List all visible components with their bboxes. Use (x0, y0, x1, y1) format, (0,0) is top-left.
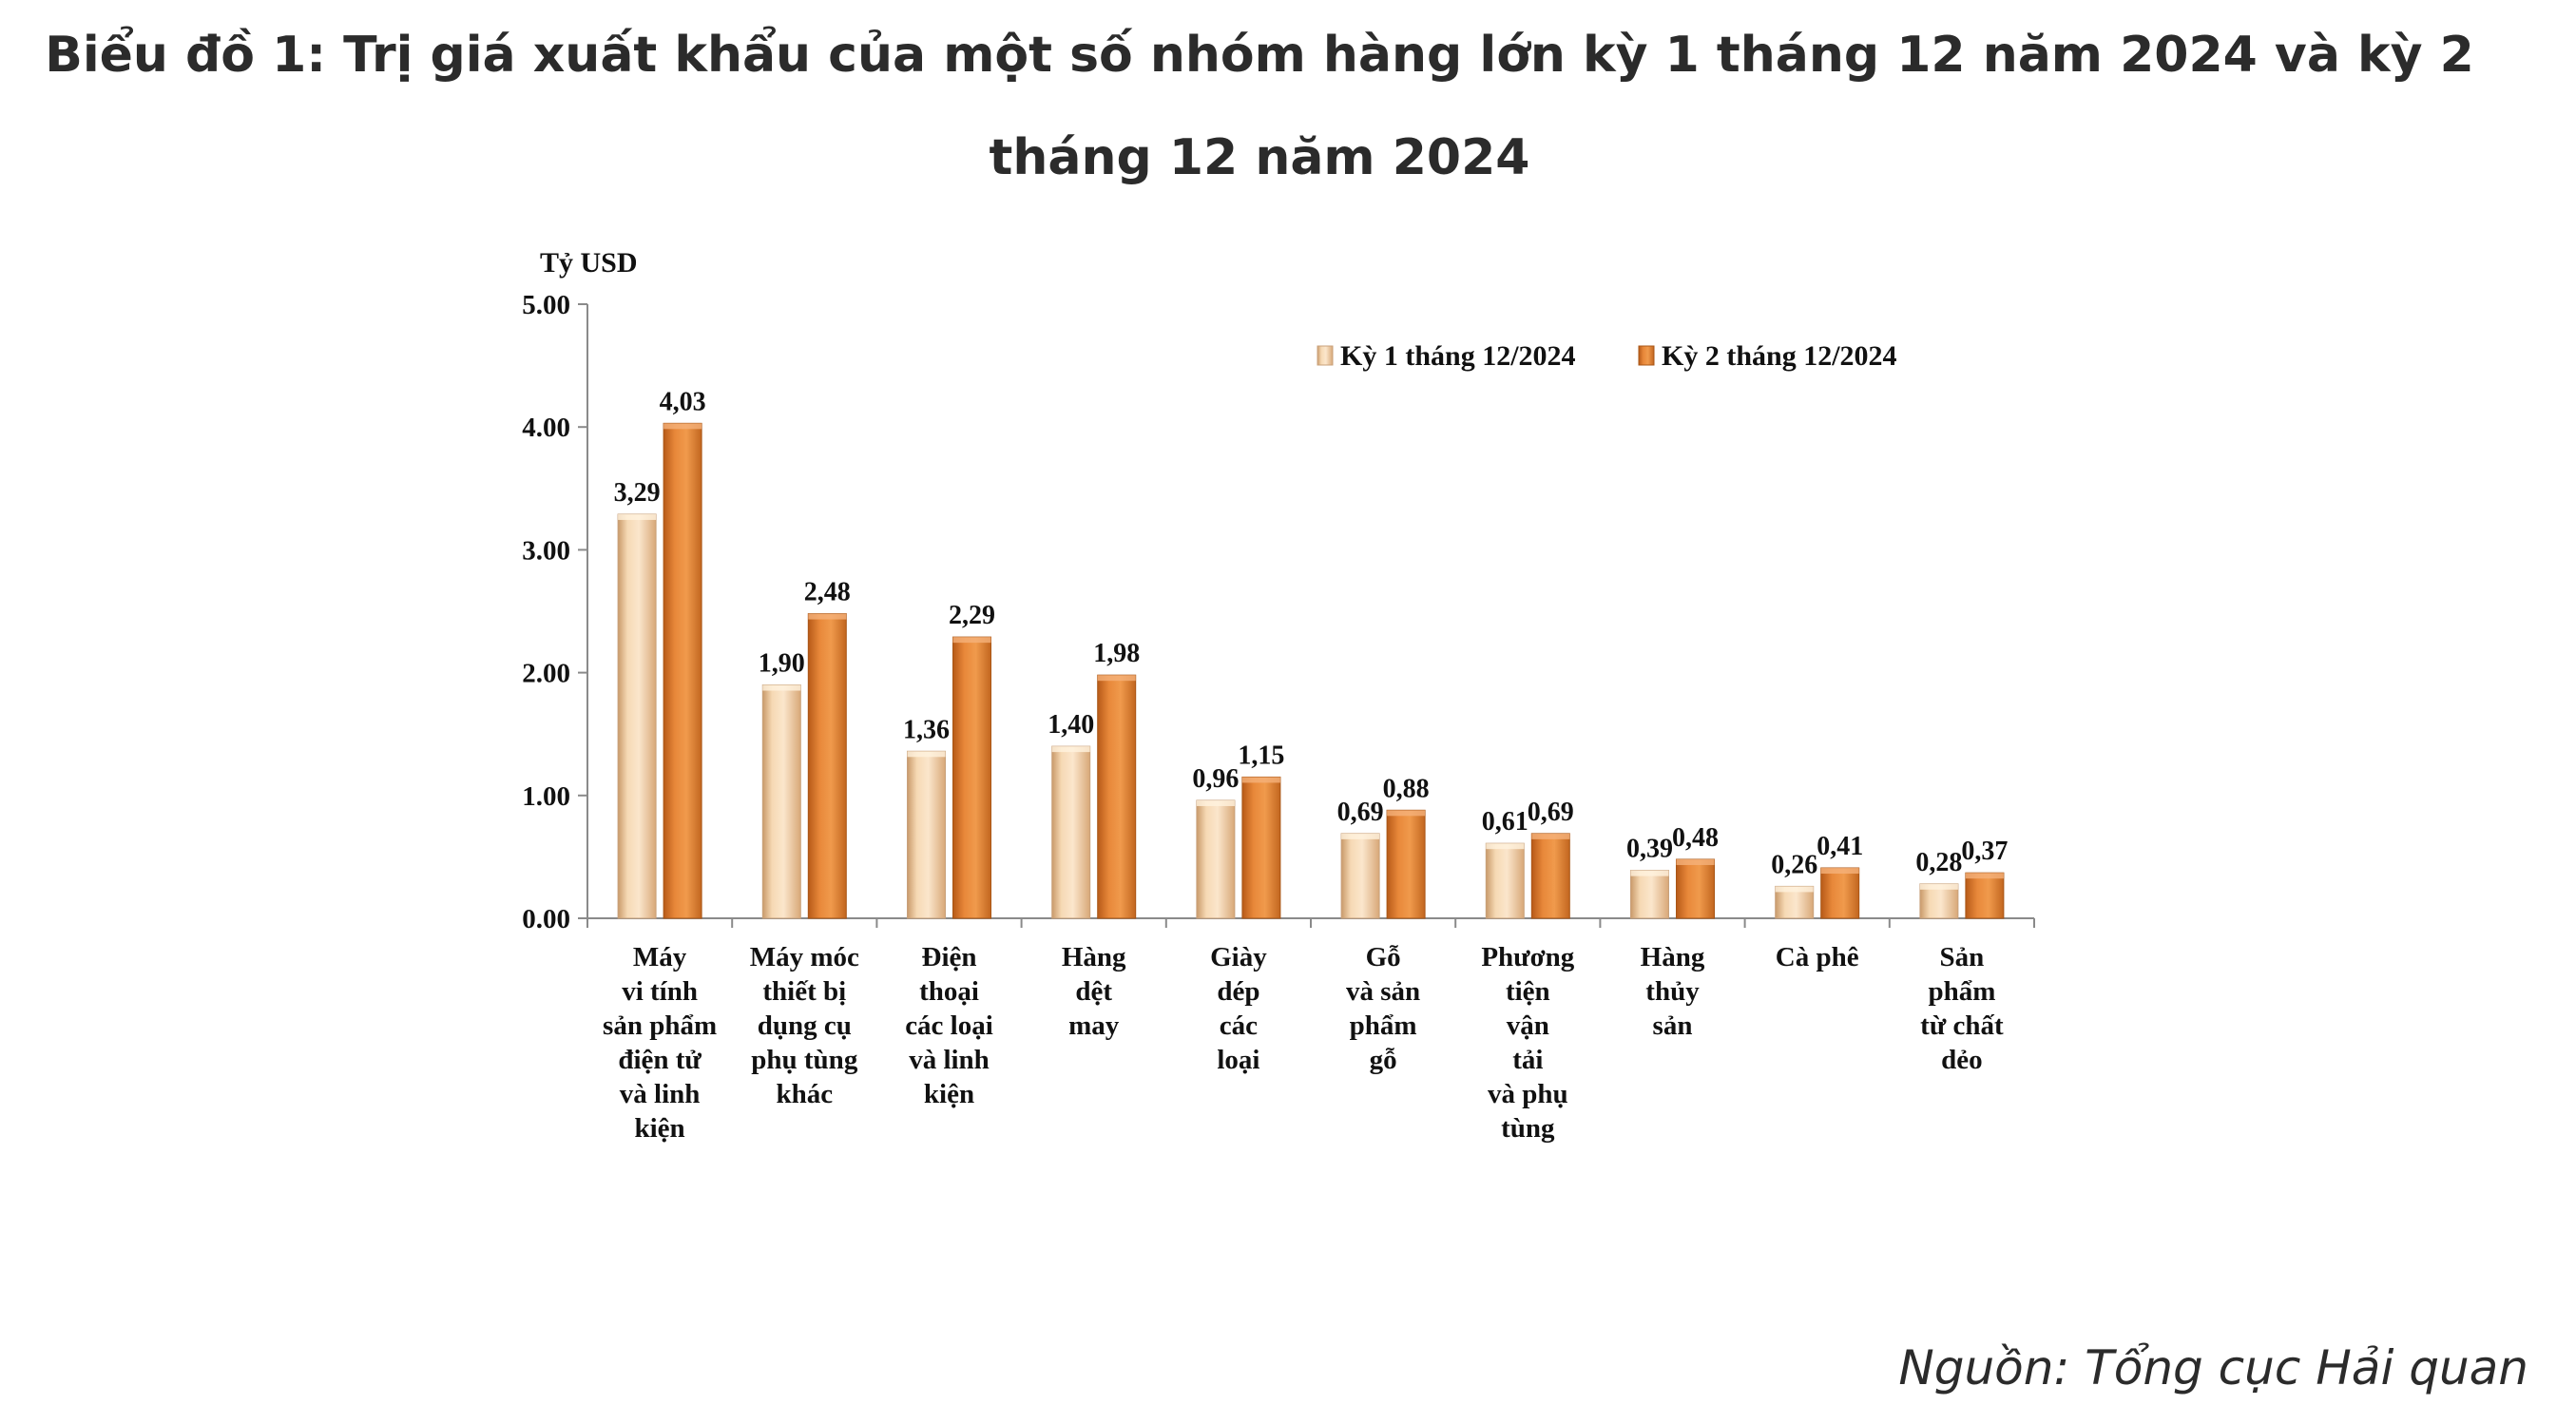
bar-cap (1820, 868, 1859, 875)
data-label: 0,28 (1915, 848, 1962, 877)
category-label: Giày dép các loại (1210, 942, 1267, 1075)
x-axis (586, 917, 2035, 928)
data-label: 4,03 (660, 387, 706, 416)
legend-label-2: Kỳ 2 tháng 12/2024 (1662, 340, 1897, 372)
data-label: 0,39 (1626, 835, 1673, 864)
bar-series-1 (617, 513, 657, 919)
data-label: 0,41 (1817, 832, 1863, 861)
bar-series-2 (1676, 858, 1715, 919)
bar-series-2 (663, 422, 702, 919)
y-tick-label: 1.00 (522, 781, 570, 812)
data-label: 3,29 (614, 478, 661, 508)
y-tick-label: 0.00 (522, 904, 570, 934)
data-label: 0,61 (1482, 807, 1528, 837)
legend: Kỳ 1 tháng 12/2024 Kỳ 2 tháng 12/2024 (1317, 340, 1897, 372)
y-tick-label: 4.00 (522, 413, 570, 443)
data-label: 2,48 (804, 578, 851, 607)
y-axis-title: Tỷ USD (540, 247, 638, 279)
data-label: 1,90 (759, 649, 805, 679)
bar-chart: Tỷ USD 0.00 1.00 2.00 3.00 4.00 5.00 3,29 1,90… (522, 247, 2035, 1144)
y-tick-label: 5.00 (522, 290, 570, 320)
bar-series-1 (1340, 833, 1380, 919)
data-label: 0,88 (1383, 774, 1430, 803)
bar-cap (618, 513, 657, 520)
bar-series-2 (807, 613, 847, 919)
bar-series-1 (1051, 745, 1091, 919)
bar-cap (663, 423, 702, 430)
bar-cap (1486, 843, 1525, 850)
bar-cap (952, 637, 991, 644)
bar-series-2 (1820, 867, 1860, 919)
page-title: Biểu đồ 1: Trị giá xuất khẩu của một số … (45, 27, 2474, 186)
category-label: Phương tiện vận tải và phụ tùng (1481, 942, 1574, 1144)
data-label: 0,48 (1672, 823, 1719, 853)
bar-cap (907, 751, 946, 758)
bar-series-2 (1241, 776, 1281, 919)
bar-cap (1341, 833, 1380, 839)
data-label: 2,29 (949, 601, 995, 630)
bar-cap (1051, 746, 1090, 753)
legend-swatch-1 (1317, 345, 1334, 366)
legend-swatch-2 (1638, 345, 1655, 366)
bar-series-2 (1386, 809, 1426, 919)
bar-cap (1097, 675, 1136, 682)
y-axis: 0.00 1.00 2.00 3.00 4.00 5.00 (522, 290, 588, 934)
value-labels: 3,291,901,36 1,400,960,69 0,610,390,26 0,28… (614, 387, 2009, 879)
bar-series-1 (1196, 799, 1236, 919)
data-label: 1,15 (1238, 741, 1284, 770)
category-label: Hàng thủy sản (1641, 942, 1705, 1041)
category-labels: Máy vi tính sản phẩm điện tử và linh kiện Máy … (603, 942, 2004, 1144)
bar-cap (1241, 777, 1280, 783)
source-note: Nguồn: Tổng cục Hải quan (1898, 1340, 2528, 1395)
category-label: Cà phê (1776, 942, 1859, 972)
data-label: 0,26 (1771, 850, 1817, 879)
bar-cap (1387, 810, 1426, 817)
data-label: 1,36 (903, 715, 950, 744)
category-label: Hàng dệt may (1062, 942, 1126, 1041)
category-label: Điện thoại các loại và linh kiện (905, 942, 993, 1109)
bar-cap (1676, 858, 1715, 865)
bar-cap (1965, 873, 2004, 879)
bars (617, 422, 2005, 919)
data-label: 0,37 (1961, 837, 2008, 866)
bar-cap (1630, 870, 1669, 876)
data-label: 0,69 (1528, 798, 1574, 827)
y-tick-label: 2.00 (522, 659, 570, 689)
y-axis-label: Tỷ USD (540, 247, 638, 279)
legend-label-1: Kỳ 1 tháng 12/2024 (1340, 340, 1576, 372)
bar-cap (808, 613, 847, 620)
data-label: 1,98 (1093, 639, 1140, 668)
bar-series-2 (1097, 674, 1137, 919)
data-label: 1,40 (1048, 710, 1094, 740)
data-label: 0,96 (1192, 764, 1239, 794)
bar-series-1 (1919, 883, 1959, 919)
category-label: Sản phẩm từ chất dẻo (1920, 942, 2004, 1075)
data-label: 0,69 (1337, 798, 1384, 827)
bar-cap (1919, 883, 1958, 890)
bar-series-1 (1630, 870, 1669, 919)
category-label: Máy móc thiết bị dụng cụ phụ tùng khác (750, 942, 859, 1109)
bar-series-1 (1485, 842, 1525, 919)
category-label: Gỗ và sản phẩm gỗ (1346, 942, 1420, 1075)
bar-series-2 (1965, 872, 2005, 919)
bar-cap (1775, 886, 1814, 893)
bar-series-2 (952, 636, 991, 919)
bar-cap (1531, 833, 1570, 839)
bar-cap (762, 684, 801, 691)
bar-series-2 (1530, 833, 1570, 919)
bar-cap (1196, 799, 1235, 806)
y-tick-label: 3.00 (522, 535, 570, 566)
bar-series-1 (761, 684, 801, 919)
category-label: Máy vi tính sản phẩm điện tử và linh kiện (603, 942, 717, 1144)
bar-series-1 (907, 750, 946, 919)
